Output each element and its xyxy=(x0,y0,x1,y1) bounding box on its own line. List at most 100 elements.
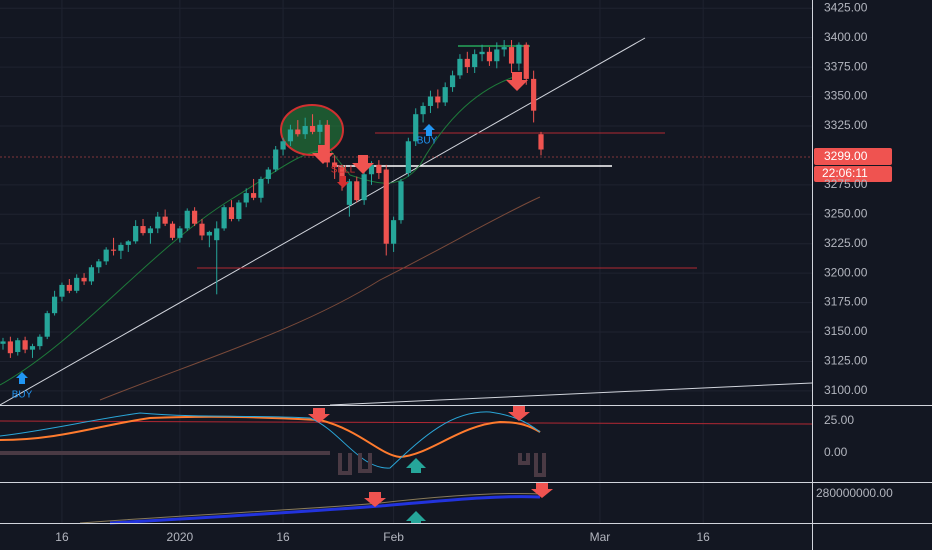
candle-body xyxy=(184,210,190,229)
candle-body xyxy=(464,58,470,68)
signal-arrow xyxy=(531,483,553,498)
candle-body xyxy=(449,75,456,88)
signal-arrow xyxy=(406,511,426,524)
x-tick-label: Feb xyxy=(383,530,404,544)
candle-body xyxy=(140,226,146,234)
candle-body xyxy=(391,220,397,244)
signal-arrow xyxy=(406,458,426,473)
signal-arrow xyxy=(312,145,334,164)
candle-body xyxy=(51,296,58,314)
candle-body xyxy=(368,164,375,175)
candle-body xyxy=(324,124,330,163)
candle-body xyxy=(258,178,264,198)
candle-body xyxy=(0,341,6,344)
macd-histogram xyxy=(0,451,546,477)
candle-body xyxy=(44,313,50,337)
y-tick-label: 3350.00 xyxy=(824,89,868,103)
candle-body xyxy=(243,193,249,203)
candle-body xyxy=(435,96,441,103)
y-tick-label: 3375.00 xyxy=(824,59,868,73)
trend-line xyxy=(329,382,813,406)
candle-body xyxy=(383,169,389,244)
y-tick-label: 3250.00 xyxy=(824,206,868,220)
candle-body xyxy=(413,114,419,142)
x-tick-label: 16 xyxy=(696,530,710,544)
y-tick-label: 3200.00 xyxy=(824,265,868,279)
level-line xyxy=(0,420,813,425)
candle-body xyxy=(118,244,124,251)
candle-body xyxy=(280,141,286,150)
candle-body xyxy=(162,216,168,224)
pane-tick-label: 280000000.00 xyxy=(816,486,893,500)
y-tick-label: 3425.00 xyxy=(824,0,868,14)
y-tick-label: 3100.00 xyxy=(824,383,868,397)
candle-body xyxy=(110,249,117,251)
buy-label: BUY xyxy=(417,136,438,147)
candles xyxy=(0,40,544,358)
candle-body xyxy=(192,210,198,224)
y-tick-label: 3175.00 xyxy=(824,295,868,309)
candle-body xyxy=(486,51,493,62)
candle-body xyxy=(133,226,139,242)
candle-body xyxy=(88,267,95,282)
candle-body xyxy=(317,124,323,132)
candle-body xyxy=(265,169,271,179)
candle-body xyxy=(361,174,367,201)
candle-body xyxy=(508,47,515,64)
candle-body xyxy=(287,129,294,142)
buy-label: BUY xyxy=(12,390,33,401)
candle-body xyxy=(199,223,205,236)
y-tick-label: 3125.00 xyxy=(824,354,868,368)
candle-body xyxy=(516,44,522,64)
macd-signal xyxy=(0,415,541,459)
candle-body xyxy=(250,193,257,198)
x-tick-label: 16 xyxy=(55,530,69,544)
candle-body xyxy=(302,125,308,135)
candle-body xyxy=(420,105,426,115)
y-tick-label: 3400.00 xyxy=(824,30,868,44)
candle-body xyxy=(206,231,212,236)
candle-body xyxy=(7,341,13,354)
candle-body xyxy=(332,162,338,168)
candle-body xyxy=(494,49,500,62)
candle-body xyxy=(376,164,382,174)
candle-body xyxy=(346,181,352,205)
candle-body xyxy=(309,125,316,132)
macd-line xyxy=(0,411,541,469)
candle-body xyxy=(177,228,183,238)
candle-body xyxy=(538,134,544,150)
candle-body xyxy=(472,54,478,68)
signal-arrow xyxy=(352,155,374,174)
x-tick-label: 16 xyxy=(276,530,290,544)
candle-body xyxy=(155,216,161,229)
buy-arrow xyxy=(16,372,28,384)
candle-body xyxy=(81,277,87,282)
candle-body xyxy=(147,228,153,234)
signal-arrow xyxy=(506,72,528,91)
candle-body xyxy=(501,47,507,50)
candle-body xyxy=(457,58,463,76)
candle-body xyxy=(236,202,242,219)
candle-body xyxy=(295,129,301,135)
candle-body xyxy=(96,261,102,268)
candle-body xyxy=(74,277,80,291)
candle-body xyxy=(398,181,404,221)
candle-body xyxy=(479,51,485,55)
grid xyxy=(0,0,812,523)
sell-label: SELL xyxy=(331,165,356,176)
candle-body xyxy=(405,141,411,174)
signal-arrow xyxy=(508,406,530,421)
candle-body xyxy=(125,241,131,245)
candle-body xyxy=(22,340,28,350)
candle-body xyxy=(66,284,72,291)
buy-arrow xyxy=(423,124,435,136)
candle-body xyxy=(169,223,176,238)
pane-tick-label: 0.00 xyxy=(824,445,848,459)
pane-tick-label: 25.00 xyxy=(824,413,854,427)
countdown-tag xyxy=(814,166,892,182)
y-tick-label: 3150.00 xyxy=(824,324,868,338)
candle-body xyxy=(221,207,227,229)
candle-body xyxy=(214,228,220,241)
